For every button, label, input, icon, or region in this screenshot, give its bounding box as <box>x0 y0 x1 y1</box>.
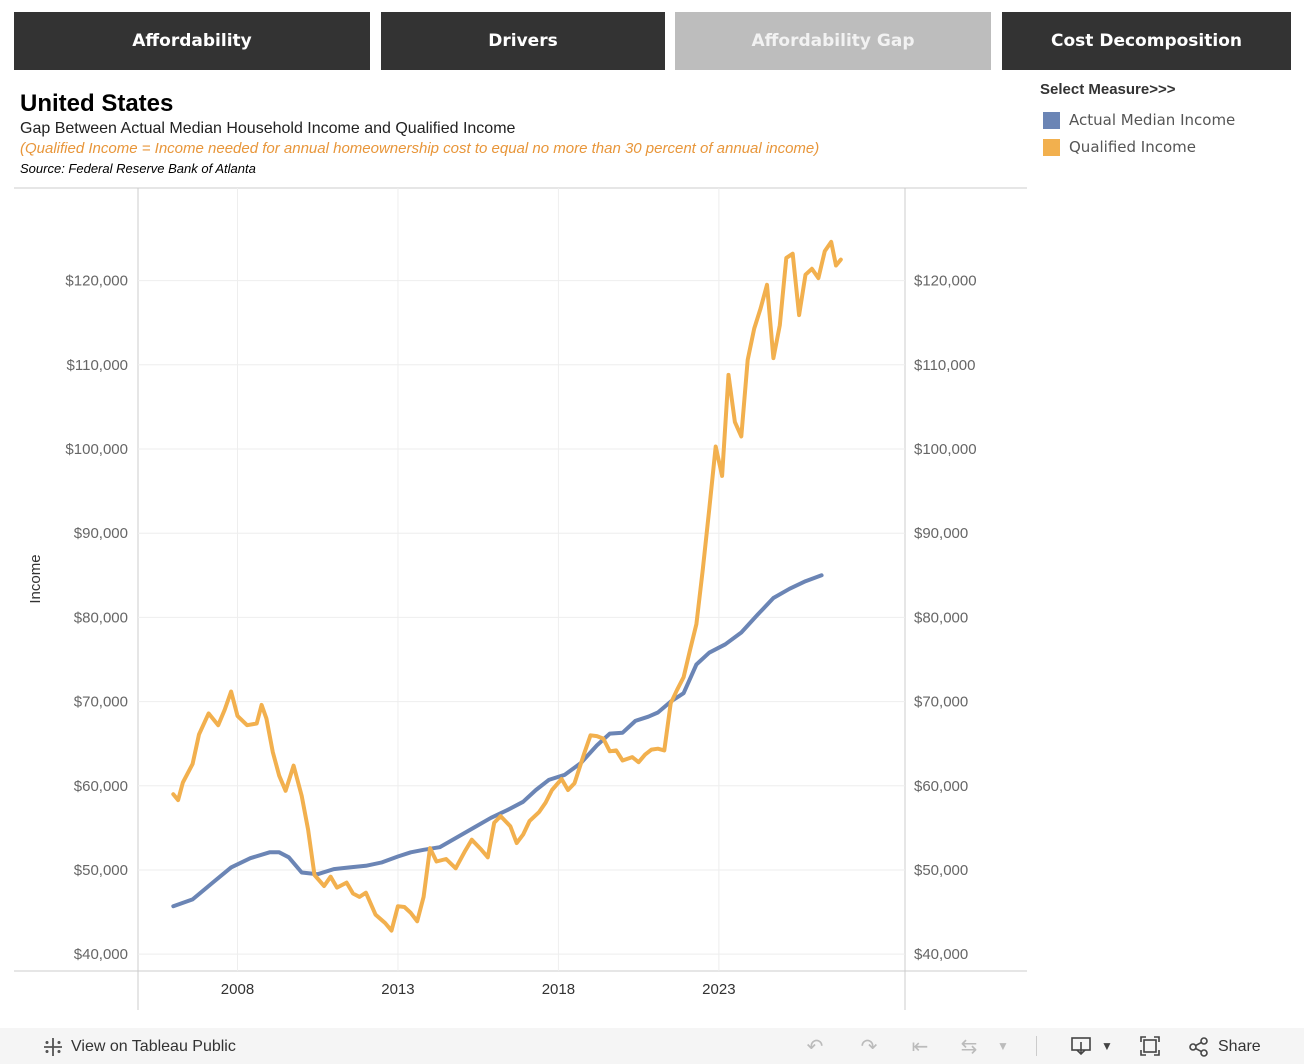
y-tick-label-left: $70,000 <box>74 694 128 711</box>
x-tick-label: 2023 <box>702 981 735 998</box>
download-dropdown-chevron-icon[interactable]: ▼ <box>1101 1039 1113 1053</box>
x-tick-label: 2013 <box>381 981 414 998</box>
y-axis-title: Income <box>27 554 44 603</box>
download-icon[interactable] <box>1068 1034 1094 1058</box>
y-tick-label-right: $120,000 <box>914 273 977 290</box>
legend-item-actual-median-income[interactable]: Actual Median Income <box>1043 111 1235 129</box>
qualified-income-note: (Qualified Income = Income needed for an… <box>20 140 820 157</box>
legend-item-qualified-income[interactable]: Qualified Income <box>1043 138 1196 156</box>
y-tick-label-right: $80,000 <box>914 609 968 626</box>
y-tick-label-right: $110,000 <box>914 357 975 374</box>
redo-icon[interactable]: ↷ <box>860 1035 878 1058</box>
series-line-qualified-income[interactable] <box>171 239 843 933</box>
income-line-chart: $40,000 $40,000 $50,000 $50,000 $60,000 $60,0… <box>14 187 1027 1010</box>
share-icon <box>1189 1037 1208 1057</box>
y-tick-label-left: $100,000 <box>65 441 128 458</box>
y-tick-label-left: $110,000 <box>67 357 128 374</box>
view-on-tableau-public-link[interactable]: View on Tableau Public <box>42 1036 236 1058</box>
pause-dropdown-chevron-icon[interactable]: ▼ <box>997 1039 1009 1053</box>
legend-swatch-actual-median-income <box>1043 111 1060 129</box>
fullscreen-icon[interactable] <box>1137 1034 1163 1058</box>
x-tick-label: 2018 <box>542 981 575 998</box>
series-line-actual-median-income[interactable] <box>171 573 824 909</box>
y-tick-label-right: $90,000 <box>914 525 968 542</box>
legend-swatch-qualified-income <box>1043 138 1060 156</box>
y-tick-label-left: $90,000 <box>74 525 128 542</box>
share-button[interactable]: Share <box>1188 1036 1261 1058</box>
series-lines <box>171 239 843 933</box>
refresh-icon[interactable]: ⇆ <box>960 1035 978 1058</box>
y-tick-label-left: $50,000 <box>74 862 128 879</box>
y-tick-label-right: $100,000 <box>914 441 977 458</box>
legend-label: Actual Median Income <box>1069 111 1236 129</box>
y-tick-label-right: $50,000 <box>914 862 968 879</box>
tab-affordability-gap[interactable]: Affordability Gap <box>675 12 991 70</box>
toolbar-divider <box>1036 1036 1037 1056</box>
tableau-toolbar: View on Tableau Public ↶ ↷ ⇤ ⇆ ▼ ▼ Share <box>0 1028 1304 1064</box>
y-tick-label-left: $40,000 <box>74 946 128 963</box>
y-tick-label-left: $60,000 <box>74 778 128 795</box>
grid-lines <box>138 188 905 971</box>
y-tick-label-left: $80,000 <box>74 609 128 626</box>
y-tick-label-left: $120,000 <box>65 273 128 290</box>
revert-icon[interactable]: ⇤ <box>911 1035 929 1058</box>
page-subtitle: Gap Between Actual Median Household Inco… <box>20 120 516 137</box>
tableau-logo-icon <box>44 1038 62 1056</box>
undo-icon[interactable]: ↶ <box>806 1035 824 1058</box>
legend-title: Select Measure>>> <box>1040 81 1176 98</box>
y-tick-label-right: $60,000 <box>914 778 968 795</box>
legend-label: Qualified Income <box>1069 138 1197 156</box>
tab-drivers[interactable]: Drivers <box>381 12 665 70</box>
share-label: Share <box>1218 1038 1261 1055</box>
tab-cost-decomposition[interactable]: Cost Decomposition <box>1002 12 1291 70</box>
page-title: United States <box>20 90 174 117</box>
x-tick-label: 2008 <box>221 981 254 998</box>
tab-affordability[interactable]: Affordability <box>14 12 370 70</box>
view-on-tableau-public-label: View on Tableau Public <box>71 1038 236 1055</box>
y-tick-label-right: $40,000 <box>914 946 968 963</box>
axis-labels: $40,000 $40,000 $50,000 $50,000 $60,000 $60,0… <box>65 273 976 998</box>
y-tick-label-right: $70,000 <box>914 694 968 711</box>
source-note: Source: Federal Reserve Bank of Atlanta <box>20 161 256 176</box>
